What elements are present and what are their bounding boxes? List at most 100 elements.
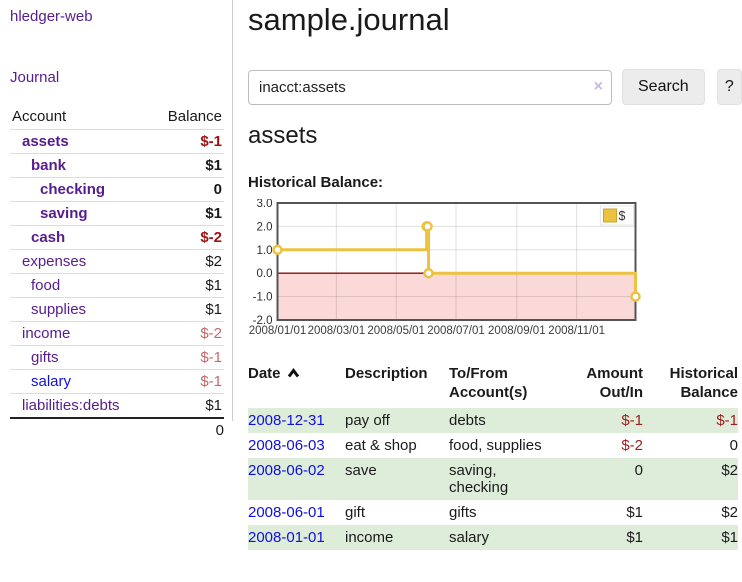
transaction-accounts: debts [449, 408, 549, 433]
data-point-marker [422, 221, 433, 232]
y-tick-label: 2.0 [257, 221, 273, 233]
accounts-total-row: 0 [10, 417, 224, 442]
accounts-table: Account Balance assets $-1 bank $1 check… [10, 104, 224, 442]
data-point-marker [630, 291, 641, 302]
transaction-accounts: food, supplies [449, 437, 542, 454]
transaction-accounts: gifts [449, 504, 477, 521]
register-header-description: Description [345, 365, 428, 382]
transaction-balance: $1 [643, 525, 738, 550]
transaction-row: 2008-06-01 gift gifts $1 $2 [248, 500, 738, 525]
account-row: liabilities:debts $1 [10, 393, 224, 418]
transaction-description: income [345, 525, 449, 550]
account-balance: $1 [149, 393, 224, 418]
account-row: saving $1 [10, 201, 224, 226]
transaction-description: save [345, 458, 449, 500]
register-header-accounts: To/From Account(s) [449, 365, 528, 401]
account-link[interactable]: expenses [22, 253, 87, 270]
account-balance: $-2 [149, 225, 224, 250]
transaction-amount: 0 [549, 458, 643, 500]
x-tick-label: 2008/09/01 [488, 325, 546, 337]
account-balance: $1 [149, 273, 224, 298]
sidebar-item-journal[interactable]: Journal [10, 69, 60, 86]
x-tick-label: 2008/11/01 [548, 325, 605, 337]
transaction-amount: $-1 [549, 408, 643, 433]
chart-title: Historical Balance: [248, 174, 384, 191]
account-balance: $-1 [149, 129, 224, 154]
data-point-marker [272, 244, 283, 256]
account-link[interactable]: liabilities:debts [22, 397, 120, 414]
transaction-date-cell: 2008-06-03 [248, 433, 345, 458]
transaction-description: eat & shop [345, 437, 417, 454]
x-tick-label: 2008/07/01 [427, 325, 485, 337]
transaction-description: gift [345, 504, 366, 521]
transaction-amount: $1 [549, 525, 643, 550]
accounts-header-balance: Balance [167, 108, 222, 125]
account-link[interactable]: gifts [31, 349, 59, 366]
app-title-link[interactable]: hledger-web [10, 8, 93, 25]
register-header-amount: Amount Out/In [586, 365, 643, 401]
account-row: salary $-1 [10, 369, 224, 394]
legend-label: $ [619, 209, 626, 223]
negative-region [277, 273, 636, 320]
account-balance: $-2 [149, 321, 224, 346]
transaction-date-link[interactable]: 2008-06-02 [248, 462, 325, 479]
search-button[interactable]: Search [622, 69, 705, 105]
account-link[interactable]: income [22, 325, 71, 342]
plot-border [276, 202, 637, 321]
y-tick-label: 0.0 [257, 268, 273, 280]
transaction-date-link[interactable]: 2008-12-31 [248, 412, 325, 429]
transaction-description: pay off [345, 408, 449, 433]
account-row: supplies $1 [10, 297, 224, 322]
account-balance: 0 [149, 177, 224, 202]
register-header-balance: Historical Balance [669, 365, 738, 401]
search-input[interactable] [248, 69, 612, 105]
page-title: sample.journal [248, 2, 450, 37]
account-link[interactable]: supplies [31, 301, 87, 318]
transaction-balance: 0 [729, 437, 738, 454]
accounts-header-account: Account [12, 108, 67, 125]
transaction-balance: $-1 [643, 408, 738, 433]
transaction-date-link[interactable]: 2008-06-01 [248, 504, 325, 521]
transaction-accounts: salary [449, 525, 549, 550]
transaction-amount: $1 [626, 504, 643, 521]
data-point-marker [423, 267, 434, 279]
sidebar: hledger-web Journal Account Balance asse… [0, 0, 233, 442]
account-row: expenses $2 [10, 249, 224, 274]
x-tick-label: 2008/05/01 [367, 325, 425, 337]
transaction-date-cell: 2008-06-02 [248, 458, 345, 500]
help-button[interactable]: ? [716, 69, 742, 105]
transaction-date-cell: 2008-01-01 [248, 525, 345, 550]
transaction-row: 2008-12-31 pay off debts $-1 $-1 [248, 408, 738, 433]
account-link[interactable]: food [31, 277, 61, 294]
main-content: sample.journal × Search ? assets Histori… [248, 0, 742, 582]
account-row: assets $-1 [10, 129, 224, 154]
account-balance: $2 [149, 249, 224, 274]
y-tick-label: -1.0 [253, 292, 273, 304]
register-header-date[interactable]: Date [248, 362, 345, 408]
account-row: bank $1 [10, 153, 224, 178]
register-table: Date Description To/From Account(s) Amoun… [248, 362, 738, 550]
transaction-row: 2008-06-03 eat & shop food, supplies $-2… [248, 433, 738, 458]
transaction-date-cell: 2008-06-01 [248, 500, 345, 525]
account-balance: $1 [149, 153, 224, 178]
chevron-up-icon [287, 368, 299, 378]
transaction-date-cell: 2008-12-31 [248, 408, 345, 433]
account-link[interactable]: cash [31, 229, 66, 246]
transaction-balance: $2 [721, 504, 738, 521]
transaction-date-link[interactable]: 2008-06-03 [248, 437, 325, 454]
transaction-accounts: saving, checking [449, 458, 549, 500]
transaction-amount: $-2 [621, 437, 643, 454]
search-bar: × Search ? [248, 69, 742, 105]
y-tick-label: -2.0 [253, 315, 273, 327]
account-link[interactable]: assets [22, 133, 69, 150]
account-link[interactable]: checking [40, 181, 106, 198]
account-link[interactable]: bank [31, 157, 67, 174]
account-balance: $-1 [149, 345, 224, 370]
transaction-date-link[interactable]: 2008-01-01 [248, 529, 325, 546]
y-tick-label: 3.0 [257, 199, 273, 210]
account-link[interactable]: salary [31, 373, 72, 390]
x-tick-label: 2008/03/01 [308, 325, 366, 337]
account-link[interactable]: saving [40, 205, 88, 222]
clear-search-icon[interactable]: × [593, 77, 603, 95]
transaction-balance: $2 [643, 458, 738, 500]
